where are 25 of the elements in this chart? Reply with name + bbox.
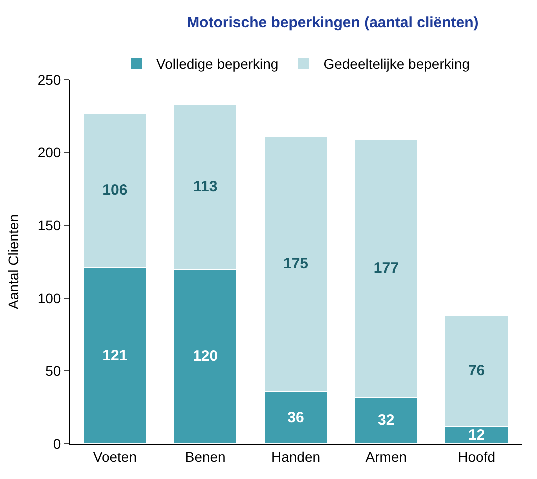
legend-label: Gedeeltelijke beperking [324, 56, 470, 72]
data-label: 12 [468, 426, 486, 444]
y-tick-label: 200 [38, 144, 62, 161]
data-label: 76 [468, 362, 486, 380]
data-label: 177 [374, 260, 399, 278]
x-tick-label: Voeten [93, 448, 138, 465]
data-label: 120 [193, 348, 218, 366]
y-tick-label: 0 [53, 436, 62, 452]
x-tick-label: Hoofd [458, 448, 496, 465]
y-tick-label: 150 [38, 218, 62, 234]
data-label: 106 [102, 182, 128, 200]
x-tick-label: Benen [185, 448, 226, 465]
y-tick-label: 250 [38, 72, 62, 88]
y-axis-title: Aantal Clienten [5, 214, 22, 310]
y-tick-label: 50 [46, 363, 62, 380]
data-label: 32 [378, 412, 395, 430]
data-label: 121 [102, 347, 128, 364]
legend-label: Volledige beperking [156, 56, 279, 72]
data-label: 113 [194, 178, 218, 196]
data-label: 36 [288, 409, 304, 426]
x-tick-label: Handen [271, 448, 321, 465]
data-label: 175 [283, 256, 309, 273]
y-tick-label: 100 [38, 290, 62, 306]
x-tick-label: Armen [366, 448, 408, 465]
chart-title: Motorische beperkingen (aantal cliënten) [187, 14, 479, 32]
